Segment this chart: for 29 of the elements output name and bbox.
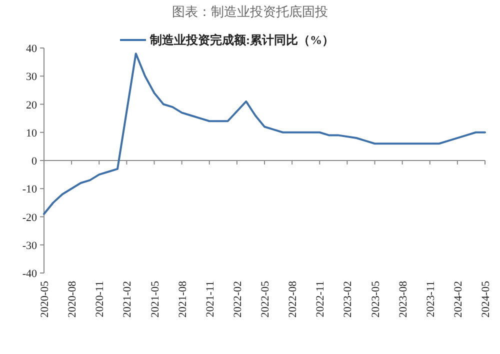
x-tick-label: 2024-02 bbox=[452, 281, 464, 318]
x-tick-label: 2021-02 bbox=[122, 281, 134, 318]
y-tick-label: -20 bbox=[22, 212, 38, 224]
y-tick-label: -10 bbox=[22, 184, 38, 196]
y-tick-label: 20 bbox=[26, 99, 38, 112]
x-tick-label: 2023-11 bbox=[424, 281, 437, 318]
x-tick-label: 2022-11 bbox=[314, 281, 327, 318]
x-tick-label: 2023-02 bbox=[342, 281, 354, 318]
x-tick-label: 2021-11 bbox=[204, 281, 216, 318]
y-tick-label: -40 bbox=[22, 268, 38, 280]
legend-label: 制造业投资完成额:累计同比（%） bbox=[149, 33, 334, 47]
x-tick-label: 2020-05 bbox=[39, 280, 51, 318]
y-tick-label: -30 bbox=[22, 240, 38, 252]
y-tick-label: 10 bbox=[26, 127, 38, 140]
x-tick-label: 2021-05 bbox=[149, 280, 162, 318]
x-tick-label: 2023-05 bbox=[370, 280, 382, 318]
chart-title: 图表：制造业投资托底固投 bbox=[172, 4, 328, 19]
x-tick-label: 2020-11 bbox=[94, 281, 106, 318]
x-tick-label: 2022-05 bbox=[260, 280, 272, 318]
x-tick-label: 2024-05 bbox=[480, 280, 492, 318]
x-tick-label: 2022-02 bbox=[232, 281, 244, 318]
x-tick-label: 2020-08 bbox=[66, 280, 79, 318]
y-tick-label: 40 bbox=[26, 43, 38, 55]
y-tick-label: 0 bbox=[32, 156, 38, 168]
x-tick-label: 2023-08 bbox=[397, 280, 410, 318]
line-series bbox=[43, 52, 486, 215]
y-tick-label: 30 bbox=[26, 71, 38, 84]
x-tick-label: 2021-08 bbox=[176, 280, 189, 318]
x-tick-label: 2022-08 bbox=[287, 280, 300, 318]
